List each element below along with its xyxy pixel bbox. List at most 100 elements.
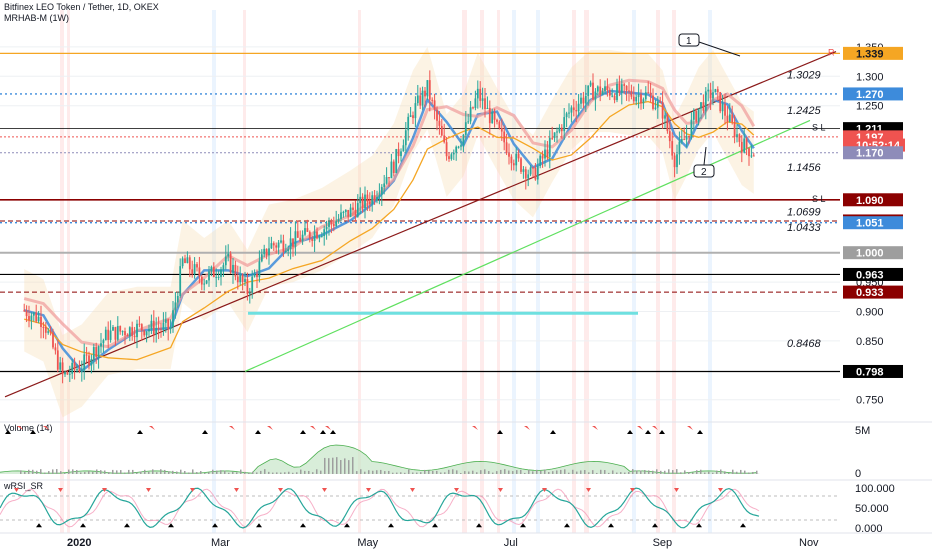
candle-body xyxy=(577,103,580,112)
candle-body xyxy=(652,95,654,109)
candle-body xyxy=(145,331,148,336)
volume-bar xyxy=(456,470,458,474)
candle-body xyxy=(580,97,582,104)
candle-body xyxy=(395,149,398,173)
volume-bar xyxy=(68,469,70,474)
candle-body xyxy=(520,158,522,172)
candle-body xyxy=(143,330,146,336)
candle-body xyxy=(534,167,537,180)
candle-body xyxy=(515,153,518,166)
candle-body xyxy=(56,350,59,370)
volume-bar xyxy=(556,470,558,474)
candle-body xyxy=(316,231,318,239)
candle-body xyxy=(524,169,527,179)
level-label: 1.1456 xyxy=(787,162,822,174)
candle-body xyxy=(124,331,126,336)
volume-bar xyxy=(304,470,306,474)
candle-body xyxy=(697,108,700,122)
candle-body xyxy=(73,362,76,370)
volume-bar xyxy=(164,469,166,474)
candle-body xyxy=(455,146,458,153)
candle-body xyxy=(229,253,232,273)
candle-body xyxy=(83,354,86,370)
volume-bar xyxy=(512,471,514,474)
candle-body xyxy=(404,130,407,146)
volume-bar xyxy=(584,470,586,474)
volume-bar xyxy=(628,471,630,474)
volume-bar xyxy=(432,471,434,474)
volume-bar xyxy=(316,469,318,474)
level-label: 1.0699 xyxy=(787,207,821,219)
oscillator-bottom-marker xyxy=(168,523,174,528)
oscillator-bottom-marker xyxy=(300,523,306,528)
candle-body xyxy=(397,149,400,157)
candle-body xyxy=(160,328,162,330)
candle-body xyxy=(265,248,268,256)
oscillator-top-marker xyxy=(322,488,327,492)
session-band xyxy=(512,10,516,533)
candle-body xyxy=(664,115,666,119)
candle-body xyxy=(198,267,201,277)
volume-bar xyxy=(312,472,314,474)
oscillator-top-marker xyxy=(454,488,459,492)
candle-body xyxy=(752,155,755,157)
candle-body xyxy=(203,283,206,285)
volume-bar xyxy=(192,469,194,474)
volume-bar xyxy=(700,469,702,474)
candle-body xyxy=(311,238,314,241)
candle-body xyxy=(484,98,486,109)
candle-body xyxy=(169,326,172,330)
volume-bar xyxy=(488,471,490,474)
signal-triangle xyxy=(645,430,651,434)
candle-body xyxy=(500,128,503,132)
volume-bar xyxy=(572,469,574,474)
oscillator-top-marker xyxy=(14,488,19,492)
candle-body xyxy=(232,264,234,273)
candle-body xyxy=(522,169,525,172)
session-band xyxy=(462,10,467,533)
volume-bar xyxy=(660,470,662,474)
volume-bar xyxy=(436,470,438,474)
volume-bar xyxy=(364,471,366,474)
candle-body xyxy=(438,120,441,126)
candle-body xyxy=(272,243,275,246)
candle-body xyxy=(592,82,594,100)
candle-body xyxy=(448,156,450,159)
trend-line-upper xyxy=(4,51,837,398)
volume-bar xyxy=(200,471,202,474)
oscillator-bottom-marker xyxy=(212,523,218,528)
signal-triangle xyxy=(550,430,556,434)
candle-body xyxy=(630,90,633,97)
candle-body xyxy=(246,279,249,294)
candle-body xyxy=(716,89,719,93)
candle-body xyxy=(481,98,484,101)
volume-bar xyxy=(220,470,222,474)
candle-body xyxy=(736,134,738,137)
signal-triangle xyxy=(697,430,703,434)
candle-body xyxy=(426,80,429,97)
volume-bar xyxy=(244,471,246,474)
candle-body xyxy=(548,137,551,157)
signal-triangle xyxy=(524,426,530,430)
candle-body xyxy=(119,326,122,332)
candle-body xyxy=(282,240,285,252)
volume-bar xyxy=(56,469,58,474)
candle-body xyxy=(368,201,371,205)
volume-bar xyxy=(184,470,186,474)
volume-bar xyxy=(100,470,102,474)
signal-triangle xyxy=(659,430,665,434)
candle-body xyxy=(436,109,438,121)
volume-bar xyxy=(580,470,582,474)
candle-body xyxy=(49,331,52,333)
candle-body xyxy=(148,329,150,332)
candle-body xyxy=(380,186,383,195)
volume-bar xyxy=(420,472,422,474)
candle-body xyxy=(42,327,45,329)
candle-body xyxy=(97,346,100,357)
candle-body xyxy=(635,97,638,102)
candle-body xyxy=(690,119,693,138)
price-badge xyxy=(843,146,903,160)
candle-body xyxy=(239,274,242,283)
candle-body xyxy=(467,121,470,123)
